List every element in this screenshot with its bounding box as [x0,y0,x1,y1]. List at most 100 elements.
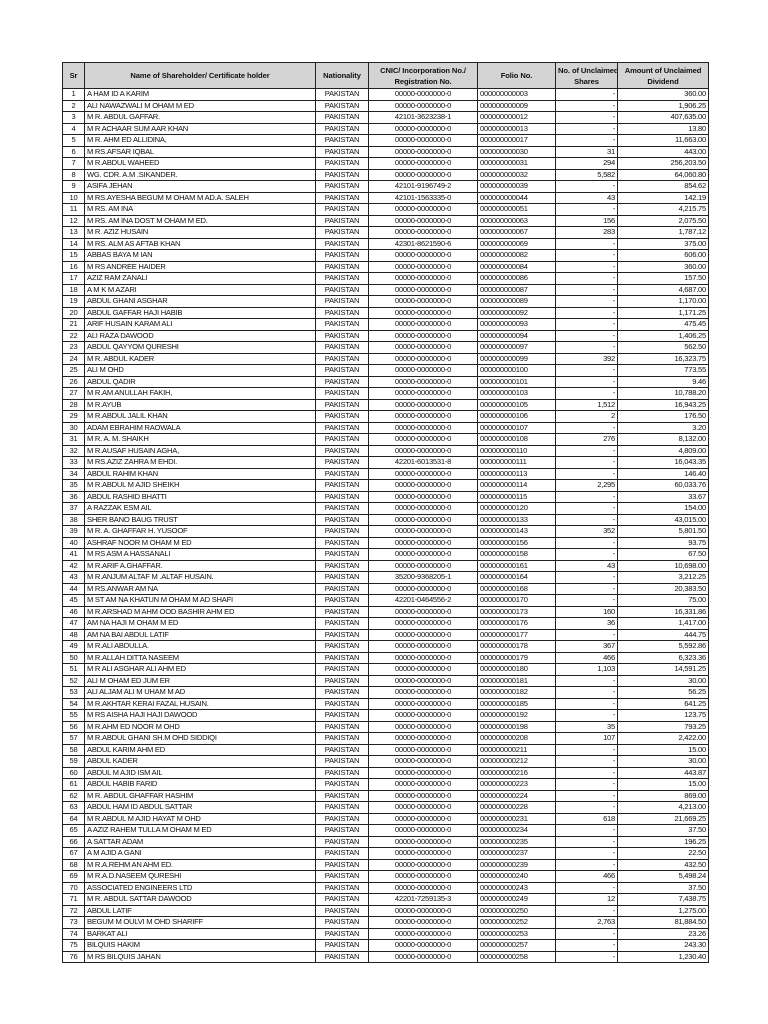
cell-nationality: PAKISTAN [315,352,369,365]
cell-nationality: PAKISTAN [315,824,369,837]
cell-nationality: PAKISTAN [315,260,369,273]
cell-shares: 367 [555,640,618,653]
cell-cnic: 00000-0000000-0 [368,421,478,434]
cell-folio: 000000000216 [477,766,556,779]
cell-cnic: 00000-0000000-0 [368,674,478,687]
cell-folio: 000000000156 [477,536,556,549]
cell-sr: 35 [62,479,85,492]
cell-shares: - [555,180,618,193]
cell-folio: 000000000176 [477,617,556,630]
header-folio: Folio No. [477,62,556,89]
cell-amount: 562.50 [617,341,709,354]
cell-folio: 000000000252 [477,916,556,929]
cell-shares: - [555,847,618,860]
cell-nationality: PAKISTAN [315,559,369,572]
cell-shares: - [555,536,618,549]
cell-nationality: PAKISTAN [315,709,369,722]
cell-name: M R.ARIF A.GHAFFAR. [84,559,316,572]
cell-name: AZIZ RAM ZANALI [84,272,316,285]
cell-shares: - [555,858,618,871]
cell-folio: 000000000180 [477,663,556,676]
cell-folio: 000000000243 [477,881,556,894]
cell-nationality: PAKISTAN [315,858,369,871]
cell-sr: 5 [62,134,85,147]
cell-shares: 107 [555,732,618,745]
cell-folio: 000000000182 [477,686,556,699]
cell-folio: 000000000158 [477,548,556,561]
cell-shares: - [555,283,618,296]
cell-sr: 9 [62,180,85,193]
table-row: 31 M R. A. M. SHAIKH PAKISTAN 00000-0000000… [62,433,709,446]
table-row: 34 ABDUL RAHIM KHAN PAKISTAN 00000-0000000-… [62,467,709,480]
cell-sr: 50 [62,651,85,664]
cell-shares: 294 [555,157,618,170]
cell-amount: 146.40 [617,467,709,480]
cell-shares: - [555,99,618,112]
cell-name: A RAZZAK ESM AIL [84,502,316,515]
cell-nationality: PAKISTAN [315,950,369,963]
cell-sr: 75 [62,939,85,952]
cell-nationality: PAKISTAN [315,525,369,538]
cell-folio: 000000000257 [477,939,556,952]
cell-amount: 5,801.50 [617,525,709,538]
table-row: 69 M R.A.D.NASEEM QURESHI PAKISTAN 00000-00… [62,870,709,883]
cell-cnic: 00000-0000000-0 [368,352,478,365]
cell-name: ABDUL GHANI ASGHAR [84,295,316,308]
cell-nationality: PAKISTAN [315,191,369,204]
cell-cnic: 00000-0000000-0 [368,134,478,147]
cell-shares: - [555,444,618,457]
cell-nationality: PAKISTAN [315,180,369,193]
cell-cnic: 42101-9196749-2 [368,180,478,193]
cell-shares: - [555,467,618,480]
table-row: 29 M R.ABDUL JALIL KHAN PAKISTAN 00000-0000… [62,410,709,423]
cell-shares: - [555,306,618,319]
header-cnic: CNIC/ Incorporation No./Registration No. [368,62,478,89]
cell-name: ABDUL RAHIM KHAN [84,467,316,480]
cell-cnic: 00000-0000000-0 [368,329,478,342]
cell-cnic: 35200-9368205-1 [368,571,478,584]
cell-name: M R.ALI ABDULLA. [84,640,316,653]
cell-shares: - [555,318,618,331]
cell-amount: 4,687.00 [617,283,709,296]
cell-shares: - [555,697,618,710]
cell-name: M R. AHM ED ALLIDINA, [84,134,316,147]
table-row: 37 A RAZZAK ESM AIL PAKISTAN 00000-0000000-… [62,502,709,515]
cell-folio: 000000000084 [477,260,556,273]
cell-cnic: 00000-0000000-0 [368,398,478,411]
table-row: 64 M R.ABDUL M AJID HAYAT M OHD PAKISTAN 00… [62,812,709,825]
cell-nationality: PAKISTAN [315,617,369,630]
cell-cnic: 00000-0000000-0 [368,272,478,285]
header-nationality: Nationality [315,62,369,89]
cell-shares: 36 [555,617,618,630]
cell-name: M RS.ANWAR AM NA [84,582,316,595]
cell-amount: 360.00 [617,88,709,101]
cell-folio: 000000000032 [477,168,556,181]
cell-amount: 33.67 [617,490,709,503]
cell-cnic: 00000-0000000-0 [368,433,478,446]
cell-amount: 444.75 [617,628,709,641]
cell-shares: - [555,421,618,434]
cell-folio: 000000000101 [477,375,556,388]
cell-amount: 5,498.24 [617,870,709,883]
cell-cnic: 00000-0000000-0 [368,720,478,733]
cell-name: A M AJID A GANI [84,847,316,860]
cell-cnic: 00000-0000000-0 [368,617,478,630]
cell-sr: 45 [62,594,85,607]
cell-name: ABDUL LATIF [84,904,316,917]
cell-amount: 16,323.75 [617,352,709,365]
cell-amount: 64,060.80 [617,168,709,181]
cell-name: A AZIZ RAHEM TULLA M OHAM M ED [84,824,316,837]
cell-name: A M K M AZARI [84,283,316,296]
cell-nationality: PAKISTAN [315,467,369,480]
cell-amount: 8,132.00 [617,433,709,446]
cell-amount: 3,212.25 [617,571,709,584]
cell-amount: 13.80 [617,122,709,135]
cell-sr: 12 [62,214,85,227]
cell-nationality: PAKISTAN [315,306,369,319]
cell-shares: 43 [555,559,618,572]
table-row: 32 M R.AUSAF HUSAIN AGHA, PAKISTAN 00000-00… [62,444,709,457]
cell-cnic: 00000-0000000-0 [368,927,478,940]
cell-amount: 407,635.00 [617,111,709,124]
